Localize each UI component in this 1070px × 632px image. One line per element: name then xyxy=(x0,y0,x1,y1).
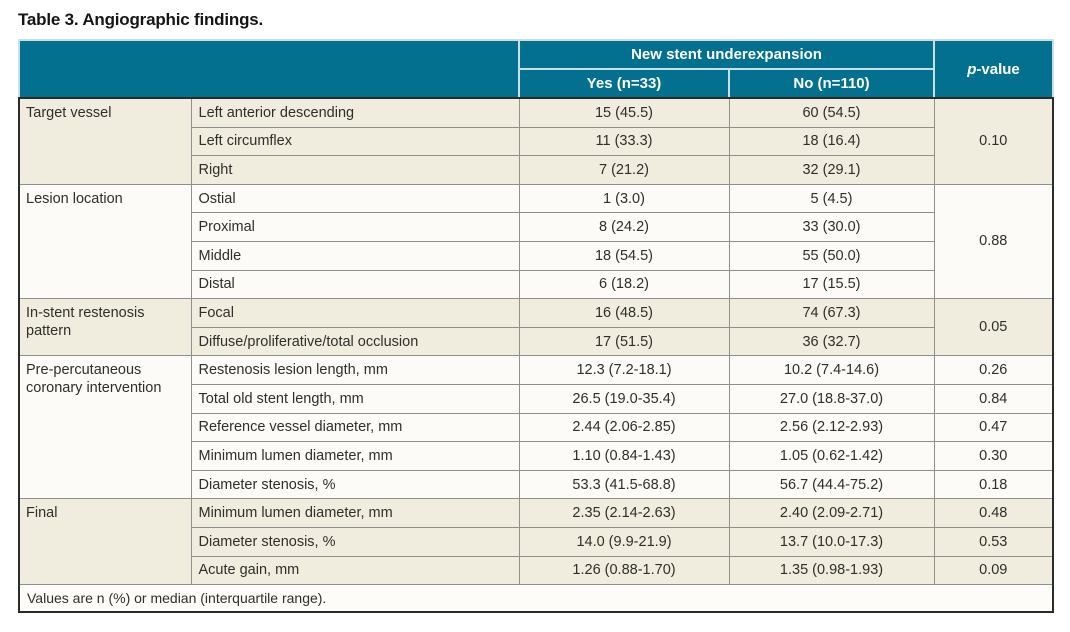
page: Table 3. Angiographic findings. New sten… xyxy=(18,10,1054,614)
p-value-cell: 0.88 xyxy=(933,183,1054,300)
row-label-cell: Minimum lumen diameter, mm xyxy=(190,441,520,471)
table-row: In-stent restenosis pattern Focal 16 (48… xyxy=(18,298,1054,357)
no-value-cell: 36 (32.7) xyxy=(728,326,935,357)
yes-value-cell: 12.3 (7.2-18.1) xyxy=(518,355,730,385)
row-label-cell: Right xyxy=(190,155,520,185)
p-value-cell: 0.30 xyxy=(933,441,1054,471)
p-value-cell: 0.18 xyxy=(933,469,1054,500)
no-value-cell: 13.7 (10.0-17.3) xyxy=(728,526,935,557)
no-value-cell: 1.35 (0.98-1.93) xyxy=(728,555,935,586)
table-row: Diameter stenosis, % 53.3 (41.5-68.8) 56… xyxy=(19,469,1054,500)
p-italic-label: p xyxy=(967,60,977,78)
no-value-cell: 2.40 (2.09-2.71) xyxy=(728,498,935,528)
row-label-cell: Diameter stenosis, % xyxy=(190,526,520,557)
yes-value-cell: 1 (3.0) xyxy=(518,183,730,214)
table-row: Target vessel Left anterior descending 1… xyxy=(18,97,1054,185)
row-label-cell: Minimum lumen diameter, mm xyxy=(190,498,520,528)
no-value-cell: 5 (4.5) xyxy=(728,183,935,214)
row-label-cell: Focal xyxy=(190,298,520,328)
table-row: Distal 6 (18.2) 17 (15.5) xyxy=(19,269,1053,300)
category-cell: In-stent restenosis pattern xyxy=(18,298,192,357)
p-value-cell: 0.05 xyxy=(933,298,1054,357)
yes-value-cell: 1.26 (0.88-1.70) xyxy=(518,555,730,586)
table-row: Acute gain, mm 1.26 (0.88-1.70) 1.35 (0.… xyxy=(19,555,1054,586)
no-value-cell: 1.05 (0.62-1.42) xyxy=(728,441,935,471)
no-value-cell: 56.7 (44.4-75.2) xyxy=(728,469,935,500)
p-value-label-rest: -value xyxy=(976,60,1020,78)
header-corner-cell xyxy=(18,39,520,99)
row-label-cell: Diffuse/proliferative/total occlusion xyxy=(190,326,520,357)
p-value-cell: 0.47 xyxy=(933,412,1054,443)
p-value-cell: 0.53 xyxy=(933,526,1054,557)
no-value-cell: 74 (67.3) xyxy=(728,298,935,328)
table-body: Target vessel Left anterior descending 1… xyxy=(18,97,1054,613)
table-row: Total old stent length, mm 26.5 (19.0-35… xyxy=(19,383,1054,414)
yes-value-cell: 7 (21.2) xyxy=(518,155,730,185)
no-value-cell: 2.56 (2.12-2.93) xyxy=(728,412,935,443)
table-header: New stent underexpansion p-value Yes (n=… xyxy=(18,39,1054,99)
p-value-cell: 0.10 xyxy=(933,97,1054,185)
category-cell: Pre-percutaneous coronary intervention xyxy=(18,355,192,500)
row-label-cell: Distal xyxy=(190,269,520,300)
yes-value-cell: 53.3 (41.5-68.8) xyxy=(518,469,730,500)
no-value-cell: 60 (54.5) xyxy=(728,97,935,128)
p-value-cell: 0.48 xyxy=(933,498,1054,528)
row-label-cell: Ostial xyxy=(190,183,520,214)
table-row: Reference vessel diameter, mm 2.44 (2.06… xyxy=(19,412,1054,443)
yes-value-cell: 15 (45.5) xyxy=(518,97,730,128)
category-cell: Final xyxy=(18,498,192,586)
header-no-column: No (n=110) xyxy=(728,68,935,99)
yes-value-cell: 11 (33.3) xyxy=(518,126,730,157)
row-label-cell: Middle xyxy=(190,240,520,271)
row-label-cell: Reference vessel diameter, mm xyxy=(190,412,520,443)
yes-value-cell: 16 (48.5) xyxy=(518,298,730,328)
row-label-cell: Left circumflex xyxy=(190,126,520,157)
no-value-cell: 27.0 (18.8-37.0) xyxy=(728,383,935,414)
row-label-cell: Proximal xyxy=(190,212,520,242)
no-value-cell: 55 (50.0) xyxy=(728,240,935,271)
table-row: Minimum lumen diameter, mm 1.10 (0.84-1.… xyxy=(19,441,1054,471)
no-value-cell: 33 (30.0) xyxy=(728,212,935,242)
table-footnote: Values are n (%) or median (interquartil… xyxy=(18,584,1054,613)
header-yes-column: Yes (n=33) xyxy=(518,68,730,99)
table-row: Pre-percutaneous coronary intervention R… xyxy=(18,355,1054,500)
yes-value-cell: 6 (18.2) xyxy=(518,269,730,300)
table-row: Left circumflex 11 (33.3) 18 (16.4) xyxy=(19,126,1053,157)
no-value-cell: 10.2 (7.4-14.6) xyxy=(728,355,935,385)
p-value-cell: 0.26 xyxy=(933,355,1054,385)
angiographic-findings-table: New stent underexpansion p-value Yes (n=… xyxy=(18,39,1054,614)
category-cell: Target vessel xyxy=(18,97,192,185)
yes-value-cell: 17 (51.5) xyxy=(518,326,730,357)
table-row: Diameter stenosis, % 14.0 (9.9-21.9) 13.… xyxy=(19,526,1054,557)
p-value-cell: 0.84 xyxy=(933,383,1054,414)
row-label-cell: Acute gain, mm xyxy=(190,555,520,586)
p-value-cell: 0.09 xyxy=(933,555,1054,586)
table-row: Right 7 (21.2) 32 (29.1) xyxy=(19,155,1053,185)
table-row: Diffuse/proliferative/total occlusion 17… xyxy=(19,326,1053,357)
row-label-cell: Left anterior descending xyxy=(190,97,520,128)
header-group-new-stent-underexpansion: New stent underexpansion xyxy=(518,39,935,70)
table-row: Values are n (%) or median (interquartil… xyxy=(18,584,1054,613)
table-row: Proximal 8 (24.2) 33 (30.0) xyxy=(19,212,1053,242)
yes-value-cell: 1.10 (0.84-1.43) xyxy=(518,441,730,471)
no-value-cell: 17 (15.5) xyxy=(728,269,935,300)
yes-value-cell: 18 (54.5) xyxy=(518,240,730,271)
table-row: Final Minimum lumen diameter, mm 2.35 (2… xyxy=(18,498,1054,586)
yes-value-cell: 26.5 (19.0-35.4) xyxy=(518,383,730,414)
no-value-cell: 32 (29.1) xyxy=(728,155,935,185)
yes-value-cell: 2.35 (2.14-2.63) xyxy=(518,498,730,528)
row-label-cell: Restenosis lesion length, mm xyxy=(190,355,520,385)
yes-value-cell: 2.44 (2.06-2.85) xyxy=(518,412,730,443)
no-value-cell: 18 (16.4) xyxy=(728,126,935,157)
table-title: Table 3. Angiographic findings. xyxy=(18,10,264,29)
category-cell: Lesion location xyxy=(18,183,192,300)
header-p-value: p-value xyxy=(933,39,1054,99)
yes-value-cell: 14.0 (9.9-21.9) xyxy=(518,526,730,557)
row-label-cell: Total old stent length, mm xyxy=(190,383,520,414)
row-label-cell: Diameter stenosis, % xyxy=(190,469,520,500)
table-row: Lesion location Ostial 1 (3.0) 5 (4.5) 0… xyxy=(18,183,1054,300)
yes-value-cell: 8 (24.2) xyxy=(518,212,730,242)
